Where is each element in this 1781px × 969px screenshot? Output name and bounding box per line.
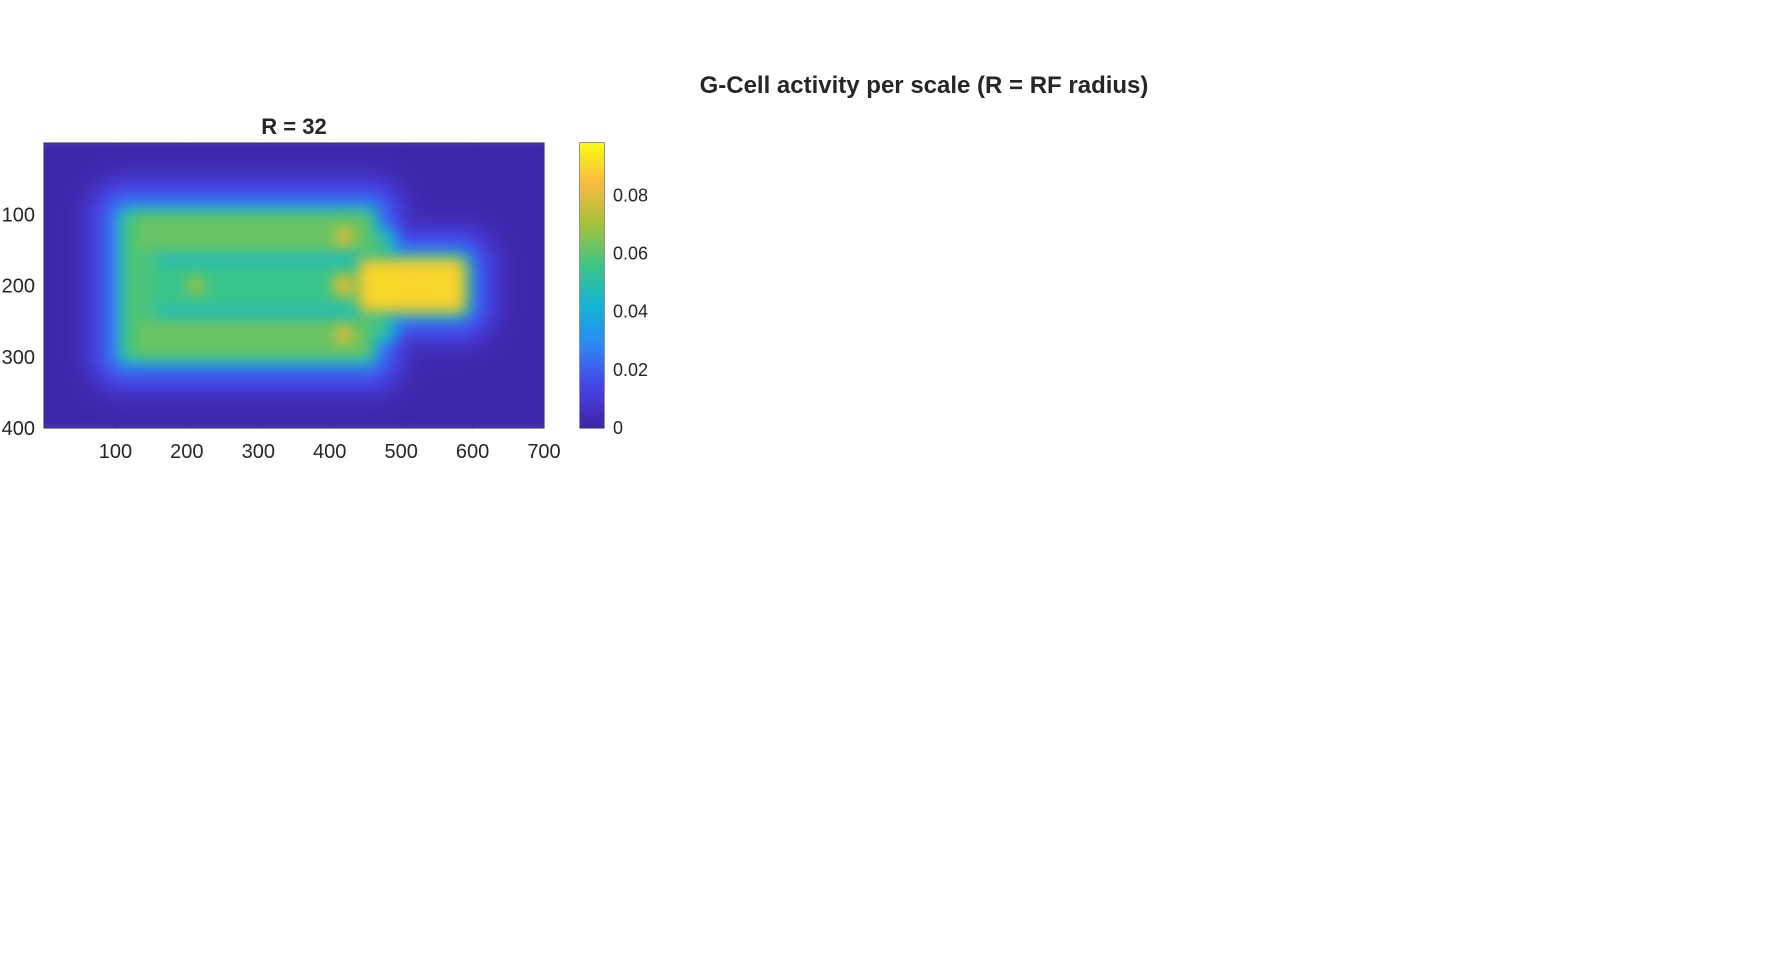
axes-title: R = 32 xyxy=(261,114,326,139)
figure-title: G-Cell activity per scale (R = RF radius… xyxy=(700,72,1149,99)
x-tick-label: 700 xyxy=(527,441,560,463)
y-tick-label: 400 xyxy=(2,418,35,440)
y-tick-label: 200 xyxy=(2,276,35,298)
colorbar xyxy=(580,143,604,428)
x-tick-label: 500 xyxy=(384,441,417,463)
x-tick-label: 100 xyxy=(99,441,132,463)
x-tick-label: 200 xyxy=(170,441,203,463)
colorbar-tick-label: 0.04 xyxy=(613,302,648,322)
x-tick-label: 600 xyxy=(456,441,489,463)
y-tick-label: 100 xyxy=(2,204,35,226)
colorbar-tick-label: 0.08 xyxy=(613,185,648,205)
colorbar-tick-label: 0.02 xyxy=(613,360,648,380)
colorbar-ticks: 0 0.02 0.04 0.06 0.08 xyxy=(600,185,648,438)
axes-ticks: 100 200 300 400 500 600 700 100 200 300 400 xyxy=(2,143,561,463)
x-tick-label: 400 xyxy=(313,441,346,463)
y-tick-label: 300 xyxy=(2,347,35,369)
colorbar-tick-label: 0 xyxy=(613,418,623,438)
heatmap-image xyxy=(44,143,544,428)
x-tick-label: 300 xyxy=(242,441,275,463)
colorbar-tick-label: 0.06 xyxy=(613,244,648,264)
